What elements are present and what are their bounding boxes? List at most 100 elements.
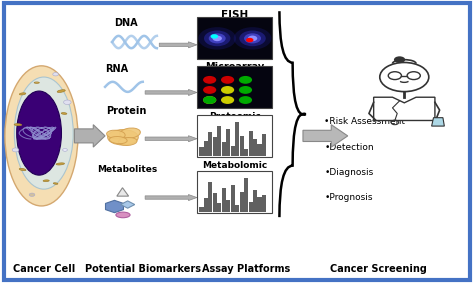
Bar [248,131,253,156]
Circle shape [239,76,252,84]
Polygon shape [432,118,444,126]
Bar [235,205,239,212]
Bar [257,144,262,156]
Ellipse shape [14,77,73,189]
Bar [199,207,203,212]
Polygon shape [374,97,435,121]
Circle shape [221,76,234,84]
Bar [231,145,235,156]
Ellipse shape [56,163,64,165]
Bar [217,203,221,212]
Text: Microarray: Microarray [205,63,264,72]
Bar [253,190,257,212]
Text: Potential Biomarkers: Potential Biomarkers [85,264,201,274]
Text: Metabolites: Metabolites [98,165,158,174]
Ellipse shape [14,124,22,126]
FancyBboxPatch shape [197,67,273,108]
Ellipse shape [19,168,26,171]
Circle shape [203,96,216,104]
Circle shape [248,36,257,41]
Bar [244,179,248,212]
Bar [222,142,226,156]
Text: Cancer Cell: Cancer Cell [13,264,75,274]
Bar [235,123,239,156]
Bar [208,132,212,156]
Polygon shape [120,201,135,208]
Ellipse shape [109,136,127,144]
Polygon shape [145,136,197,142]
Polygon shape [145,89,197,95]
Bar [213,137,217,156]
Ellipse shape [19,93,26,95]
Circle shape [12,148,19,152]
Ellipse shape [108,130,138,145]
FancyBboxPatch shape [197,171,273,213]
Text: Protein: Protein [106,106,146,116]
Circle shape [204,31,230,46]
Bar [253,139,257,156]
Bar [204,141,208,156]
Circle shape [210,34,218,39]
Bar [226,129,230,156]
Bar [257,197,262,212]
FancyBboxPatch shape [197,115,273,157]
Bar [239,192,244,212]
Bar [208,182,212,212]
Text: •Diagnosis: •Diagnosis [324,168,374,177]
Circle shape [203,96,216,104]
Bar [217,126,221,156]
Circle shape [209,33,226,43]
Circle shape [63,149,67,151]
Text: DNA: DNA [114,18,138,28]
Text: Metabolomic
Profiles: Metabolomic Profiles [202,160,267,180]
Polygon shape [145,194,197,201]
Ellipse shape [118,138,137,145]
Ellipse shape [34,82,39,83]
Ellipse shape [53,183,58,184]
Bar [204,198,208,212]
Text: •Detection: •Detection [324,143,374,152]
Bar [213,193,217,212]
Bar [262,195,266,212]
Polygon shape [159,42,197,48]
Circle shape [239,31,266,46]
FancyBboxPatch shape [197,17,273,59]
Ellipse shape [119,128,140,138]
Circle shape [239,86,252,94]
Bar [226,200,230,212]
Ellipse shape [61,113,67,114]
Bar [262,134,266,156]
Bar [239,136,244,156]
Bar [244,149,248,156]
Polygon shape [303,125,348,147]
Circle shape [239,96,252,104]
Circle shape [221,96,234,104]
Text: RNA: RNA [105,64,128,74]
Bar [222,188,226,212]
Text: FISH: FISH [221,10,248,20]
Circle shape [221,86,234,94]
Circle shape [234,27,272,50]
Circle shape [244,33,261,43]
Circle shape [246,38,254,42]
Circle shape [203,76,216,84]
Polygon shape [74,125,105,147]
Circle shape [380,63,429,92]
Ellipse shape [17,91,62,175]
Ellipse shape [43,180,49,182]
Ellipse shape [5,66,78,206]
Circle shape [388,72,401,80]
Ellipse shape [57,90,65,93]
Text: Cancer Screening: Cancer Screening [330,264,427,274]
Text: •Prognosis: •Prognosis [324,193,373,202]
Bar [248,201,253,212]
Bar [199,147,203,156]
Ellipse shape [116,212,130,218]
Circle shape [407,72,420,80]
Text: Assay Platforms: Assay Platforms [202,264,291,274]
Polygon shape [117,188,128,196]
Circle shape [212,36,222,41]
Circle shape [29,193,35,196]
Text: Proteomic
Profiles: Proteomic Profiles [209,112,261,131]
Circle shape [203,86,216,94]
